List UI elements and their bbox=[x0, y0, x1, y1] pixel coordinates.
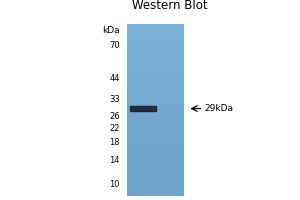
Text: 18: 18 bbox=[109, 138, 120, 147]
Text: 44: 44 bbox=[109, 74, 120, 83]
Text: 14: 14 bbox=[109, 156, 120, 165]
Text: kDa: kDa bbox=[102, 26, 120, 35]
Text: Western Blot: Western Blot bbox=[132, 0, 208, 12]
Text: 22: 22 bbox=[109, 124, 120, 133]
Text: 70: 70 bbox=[109, 41, 120, 50]
Text: 33: 33 bbox=[109, 95, 120, 104]
Bar bbox=[130, 106, 156, 111]
Text: 10: 10 bbox=[109, 180, 120, 189]
Text: 26: 26 bbox=[109, 112, 120, 121]
Text: 29kDa: 29kDa bbox=[205, 104, 234, 113]
